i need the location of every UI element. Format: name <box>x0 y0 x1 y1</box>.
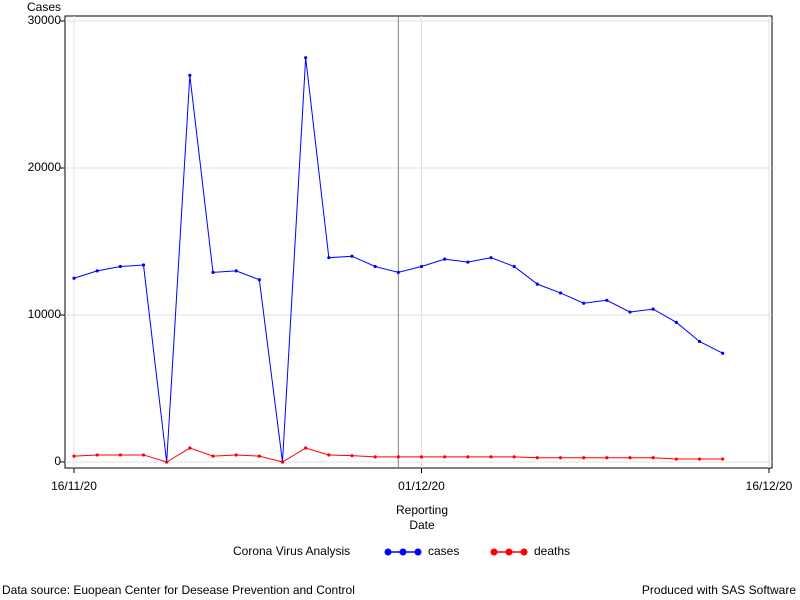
data-point <box>628 456 632 460</box>
data-point <box>628 310 632 314</box>
y-tick-label: 20000 <box>28 160 62 174</box>
legend-swatch-dot <box>414 548 422 556</box>
data-point <box>605 298 609 302</box>
data-point <box>721 457 725 461</box>
data-point <box>651 307 655 311</box>
data-point <box>141 263 146 267</box>
x-tick-label: 16/11/20 <box>51 479 97 493</box>
data-point <box>211 454 215 458</box>
data-point <box>489 455 493 459</box>
legend-label: cases <box>428 544 459 558</box>
y-axis-label: Cases <box>27 0 61 14</box>
data-point <box>697 339 702 344</box>
data-point <box>605 456 609 460</box>
legend-swatch-dot <box>384 548 392 556</box>
data-point <box>419 264 424 269</box>
plot-frame <box>64 15 773 469</box>
y-tick-label: 0 <box>54 454 61 468</box>
data-point <box>304 446 308 450</box>
data-point <box>582 456 586 460</box>
x-tick-label: 01/12/20 <box>398 479 445 493</box>
data-point <box>651 456 655 460</box>
data-point <box>234 453 238 457</box>
data-point <box>443 455 447 459</box>
data-point <box>558 456 563 460</box>
data-point <box>188 73 192 77</box>
data-point <box>257 278 261 282</box>
data-point <box>350 454 354 458</box>
data-point <box>373 455 377 459</box>
data-point <box>257 454 261 458</box>
data-point <box>489 256 493 260</box>
legend-title: Corona Virus Analysis <box>233 544 350 558</box>
data-point <box>280 460 285 464</box>
legend-swatch-dot <box>490 548 498 556</box>
footnote-left: Data source: Euopean Center for Desease … <box>2 583 355 597</box>
data-point <box>721 351 725 355</box>
legend-label: deaths <box>534 544 570 558</box>
data-point <box>443 257 447 261</box>
data-point <box>535 456 539 460</box>
data-point <box>350 254 354 258</box>
data-point <box>72 276 76 280</box>
legend-swatch-dot <box>399 548 407 556</box>
data-point <box>72 454 76 458</box>
data-point <box>697 457 702 461</box>
x-axis-label: Reporting Date <box>395 503 449 532</box>
data-point <box>118 453 122 457</box>
data-point <box>373 264 377 269</box>
data-point <box>165 460 169 464</box>
data-point <box>95 453 99 457</box>
data-point <box>327 256 331 260</box>
y-tick-label: 10000 <box>28 307 62 321</box>
data-point <box>327 453 331 457</box>
data-point <box>674 457 678 461</box>
x-tick-label: 16/12/20 <box>746 479 793 493</box>
legend-swatch-dot <box>520 548 528 556</box>
data-point <box>95 269 99 273</box>
data-point <box>396 455 400 459</box>
data-point <box>234 269 238 273</box>
data-point <box>211 270 215 274</box>
data-point <box>466 260 470 264</box>
data-point <box>582 301 586 305</box>
data-point <box>396 270 400 274</box>
data-point <box>304 56 308 60</box>
data-point <box>419 455 424 459</box>
y-tick-label: 30000 <box>28 13 62 27</box>
data-point <box>141 453 146 457</box>
legend-swatch-dot <box>505 548 513 556</box>
data-point <box>558 291 563 295</box>
data-point <box>512 264 516 269</box>
data-point <box>535 282 539 286</box>
data-point <box>512 455 516 459</box>
data-point <box>188 446 192 450</box>
data-point <box>118 264 122 269</box>
data-point <box>466 455 470 459</box>
footnote-right: Produced with SAS Software <box>642 583 796 597</box>
data-point <box>674 320 678 324</box>
